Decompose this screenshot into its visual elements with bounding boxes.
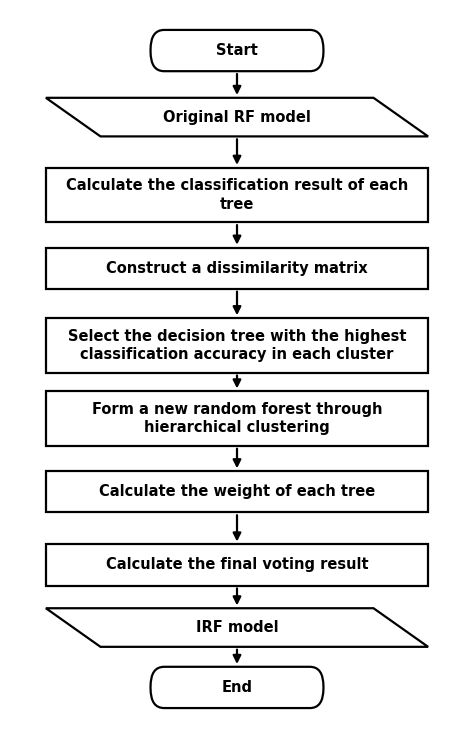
- Text: Construct a dissimilarity matrix: Construct a dissimilarity matrix: [106, 261, 368, 276]
- Text: Select the decision tree with the highest
classification accuracy in each cluste: Select the decision tree with the highes…: [68, 328, 406, 362]
- Text: Start: Start: [216, 43, 258, 58]
- Polygon shape: [46, 98, 428, 137]
- Bar: [46, 391, 428, 446]
- Text: Calculate the weight of each tree: Calculate the weight of each tree: [99, 484, 375, 499]
- Text: End: End: [221, 680, 253, 695]
- Polygon shape: [46, 608, 428, 647]
- Bar: [46, 247, 428, 289]
- Text: IRF model: IRF model: [196, 620, 278, 635]
- Text: Calculate the final voting result: Calculate the final voting result: [106, 558, 368, 572]
- Bar: [46, 545, 428, 585]
- Text: Original RF model: Original RF model: [163, 110, 311, 125]
- Bar: [46, 318, 428, 372]
- Bar: [46, 168, 428, 222]
- Text: Form a new random forest through
hierarchical clustering: Form a new random forest through hierarc…: [92, 402, 382, 435]
- FancyBboxPatch shape: [151, 666, 323, 708]
- Bar: [46, 471, 428, 512]
- FancyBboxPatch shape: [151, 30, 323, 72]
- Text: Calculate the classification result of each
tree: Calculate the classification result of e…: [66, 178, 408, 212]
